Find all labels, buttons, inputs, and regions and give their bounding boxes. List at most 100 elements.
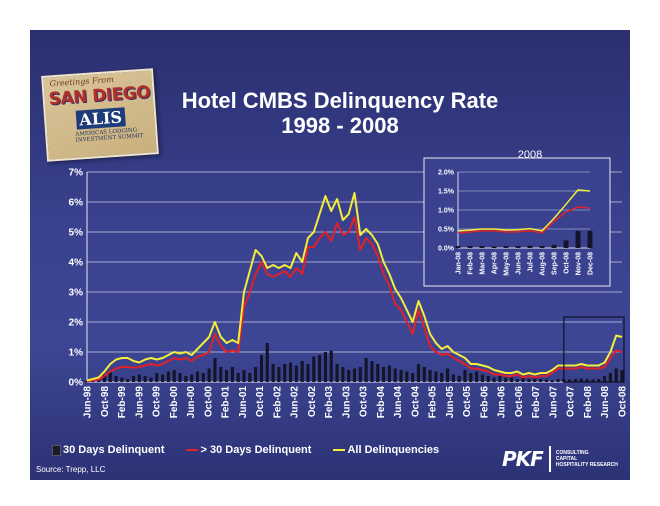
- main-chart-bar: [480, 374, 485, 382]
- inset-chart-x-tick-label: Apr-08: [491, 252, 498, 274]
- main-chart-bar: [608, 373, 612, 382]
- main-chart-bar: [364, 358, 368, 382]
- main-chart-bar: [428, 370, 432, 382]
- main-chart-x-tick-label: Jun-08: [600, 386, 611, 419]
- main-chart-bar: [416, 364, 421, 382]
- inset-title: 2008: [518, 149, 542, 161]
- main-chart-x-tick-label: Feb-00: [169, 386, 180, 419]
- main-chart-y-tick-label: 1%: [69, 348, 84, 359]
- main-chart-x-tick-label: Feb-08: [583, 386, 594, 419]
- chart-canvas: 0% 1% 2% 3% 4% 5% 6% 7% Jun-98 Oct-98 Feb-99 Jun-99…: [69, 149, 629, 419]
- main-chart-bar: [137, 374, 141, 382]
- logo-divider: [548, 446, 551, 472]
- main-chart-bar: [172, 370, 176, 382]
- inset-chart-bar: [467, 246, 473, 248]
- legend-label-all: All Delinquencies: [347, 444, 440, 456]
- main-chart-bar: [381, 367, 386, 382]
- main-chart-x-tick-label: Jun-07: [548, 386, 559, 419]
- main-chart-bar: [259, 355, 264, 382]
- main-chart-y-tick-label: 7%: [69, 168, 84, 179]
- inset-chart-bar: [527, 245, 533, 248]
- main-chart-bar: [463, 370, 467, 382]
- inset-chart-y-tick-label: 1.0%: [438, 207, 455, 214]
- main-chart-bar: [434, 371, 438, 382]
- slide-title: Hotel CMBS Delinquency Rate 1998 - 2008: [160, 88, 520, 138]
- main-chart-bar: [352, 368, 357, 382]
- main-chart-bar: [347, 370, 351, 382]
- main-chart-bar: [579, 378, 583, 382]
- main-chart-bar: [370, 361, 374, 382]
- main-chart-x-tick-label: Oct-98: [100, 386, 111, 418]
- inset-chart-x-tick-label: Jul-08: [527, 252, 534, 272]
- main-chart-bar: [550, 380, 554, 382]
- main-chart-x-tick-label: Oct-08: [618, 386, 629, 418]
- inset-chart-bar: [515, 246, 521, 248]
- main-chart-bar: [114, 376, 118, 382]
- main-chart-bar: [533, 378, 537, 382]
- main-chart-bar: [387, 365, 391, 382]
- main-chart-y-tick-label: 0%: [69, 378, 84, 389]
- main-chart-x-tick-label: Jun-98: [83, 386, 94, 419]
- main-chart-y-tick-label: 6%: [69, 198, 84, 209]
- legend-swatch-yellow-line: [333, 449, 346, 451]
- main-chart-x-tick-label: Oct-99: [152, 386, 163, 418]
- main-chart-x-tick-label: Jun-06: [497, 386, 508, 419]
- main-chart-x-tick-label: Oct-04: [410, 386, 421, 418]
- main-chart-bar: [277, 367, 281, 382]
- main-chart-bar: [312, 356, 316, 382]
- main-chart-bar: [230, 367, 234, 382]
- main-chart-bar: [306, 364, 310, 382]
- inset-chart-y-tick-label: 1.5%: [438, 188, 455, 195]
- inset-chart-y-tick-label: 0.0%: [438, 245, 455, 252]
- main-chart-y-tick-label: 2%: [69, 318, 84, 329]
- main-chart-bar: [509, 377, 514, 382]
- main-chart-x-tick-label: Oct-02: [307, 386, 318, 418]
- main-chart-x-tick-label: Feb-05: [428, 386, 439, 419]
- main-chart-y-tick-label: 5%: [69, 228, 84, 239]
- main-chart-bar: [294, 365, 298, 382]
- main-chart-bar: [120, 377, 124, 382]
- slide-background: Greetings From SAN DIEGO ALIS AMERICAS L…: [30, 30, 630, 480]
- main-chart-bar: [469, 373, 473, 382]
- main-chart-x-tick-label: Jun-04: [393, 386, 404, 419]
- inset-chart-bar: [455, 246, 461, 248]
- main-chart-bar: [405, 371, 409, 382]
- main-chart-bar: [411, 373, 415, 382]
- main-chart-bar: [329, 350, 333, 382]
- main-chart-bar: [236, 373, 240, 382]
- inset-chart-group: 0.0% 0.5% 1.0% 1.5% 2.0% Jan-08 Feb-08 Mar-08 Ap…: [423, 157, 611, 287]
- main-chart-x-tick-label: Feb-04: [376, 386, 387, 419]
- legend-label-over-30-days: > 30 Days Delinquent: [200, 444, 312, 456]
- main-chart-bar: [271, 364, 275, 382]
- main-chart-bar: [242, 370, 246, 382]
- main-chart-bar: [254, 367, 258, 382]
- main-chart-x-tick-label: Jun-99: [134, 386, 145, 419]
- logo-tagline: CONSULTING CAPITAL HOSPITALITY RESEARCH: [556, 450, 618, 468]
- main-chart-bar: [108, 371, 112, 382]
- main-chart-bar: [475, 371, 479, 382]
- main-chart-bar: [492, 377, 496, 382]
- main-chart-bar: [539, 379, 543, 382]
- main-chart-x-tick-label: Jun-03: [341, 386, 352, 419]
- main-chart-bar: [143, 376, 147, 382]
- inset-chart-x-tick-label: May-08: [503, 252, 510, 276]
- legend-item-all: All Delinquencies: [333, 444, 439, 456]
- main-chart-bar: [498, 376, 502, 382]
- main-chart-bar: [515, 379, 519, 382]
- main-chart-bar: [504, 377, 508, 382]
- main-chart-bar: [166, 371, 170, 382]
- source-note: Source: Trepp, LLC: [36, 465, 106, 474]
- logo-wordmark: PKF: [502, 447, 544, 471]
- logo-tagline-line: CONSULTING: [555, 450, 589, 456]
- main-chart-x-tick-label: Jun-01: [238, 386, 249, 419]
- legend-item-over-30-days: > 30 Days Delinquent: [186, 444, 311, 456]
- inset-chart-x-tick-label: Nov-08: [575, 252, 582, 275]
- main-chart-x-tick-label: Feb-99: [117, 386, 128, 419]
- highlight-box-2008: [563, 316, 625, 383]
- main-chart-bar: [457, 376, 461, 382]
- main-chart-line-over-30: [86, 216, 623, 383]
- main-chart-x-tick-label: Oct-06: [514, 386, 525, 418]
- inset-chart-x-tick-label: Dec-08: [587, 252, 594, 275]
- main-chart-x-tick-label: Feb-07: [531, 386, 542, 419]
- main-chart-bar: [248, 373, 252, 382]
